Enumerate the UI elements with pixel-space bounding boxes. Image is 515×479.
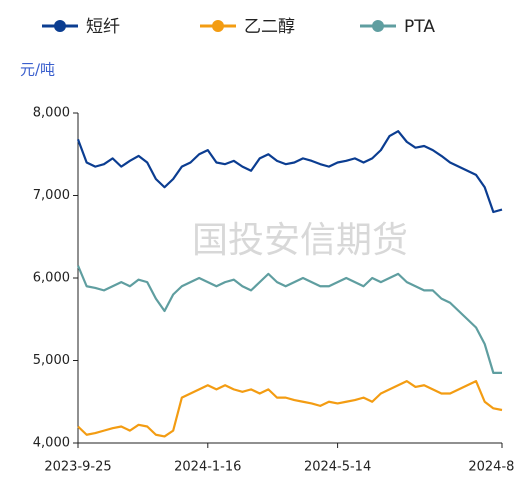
- y-axis-label: 元/吨: [20, 61, 55, 79]
- y-tick-label: 7,000: [33, 188, 70, 203]
- y-tick-label: 5,000: [33, 353, 70, 368]
- x-tick-label: 2024-8-27: [468, 460, 515, 475]
- y-tick-label: 8,000: [33, 106, 70, 121]
- series-line: [76, 265, 502, 374]
- y-tick-label: 4,000: [33, 436, 70, 451]
- legend-label: 乙二醇: [244, 17, 295, 37]
- x-tick-label: 2023-9-25: [44, 460, 111, 475]
- watermark: 国投安信期货: [192, 220, 408, 261]
- y-tick-label: 6,000: [33, 271, 70, 286]
- legend-label: 短纤: [86, 17, 120, 37]
- legend-marker: [212, 20, 224, 32]
- legend-marker: [54, 20, 66, 32]
- x-tick-label: 2024-1-16: [174, 460, 241, 475]
- x-tick-label: 2024-5-14: [304, 460, 371, 475]
- series-line: [76, 130, 503, 214]
- series-line: [77, 380, 503, 438]
- legend-label: PTA: [404, 17, 435, 37]
- legend-marker: [372, 20, 384, 32]
